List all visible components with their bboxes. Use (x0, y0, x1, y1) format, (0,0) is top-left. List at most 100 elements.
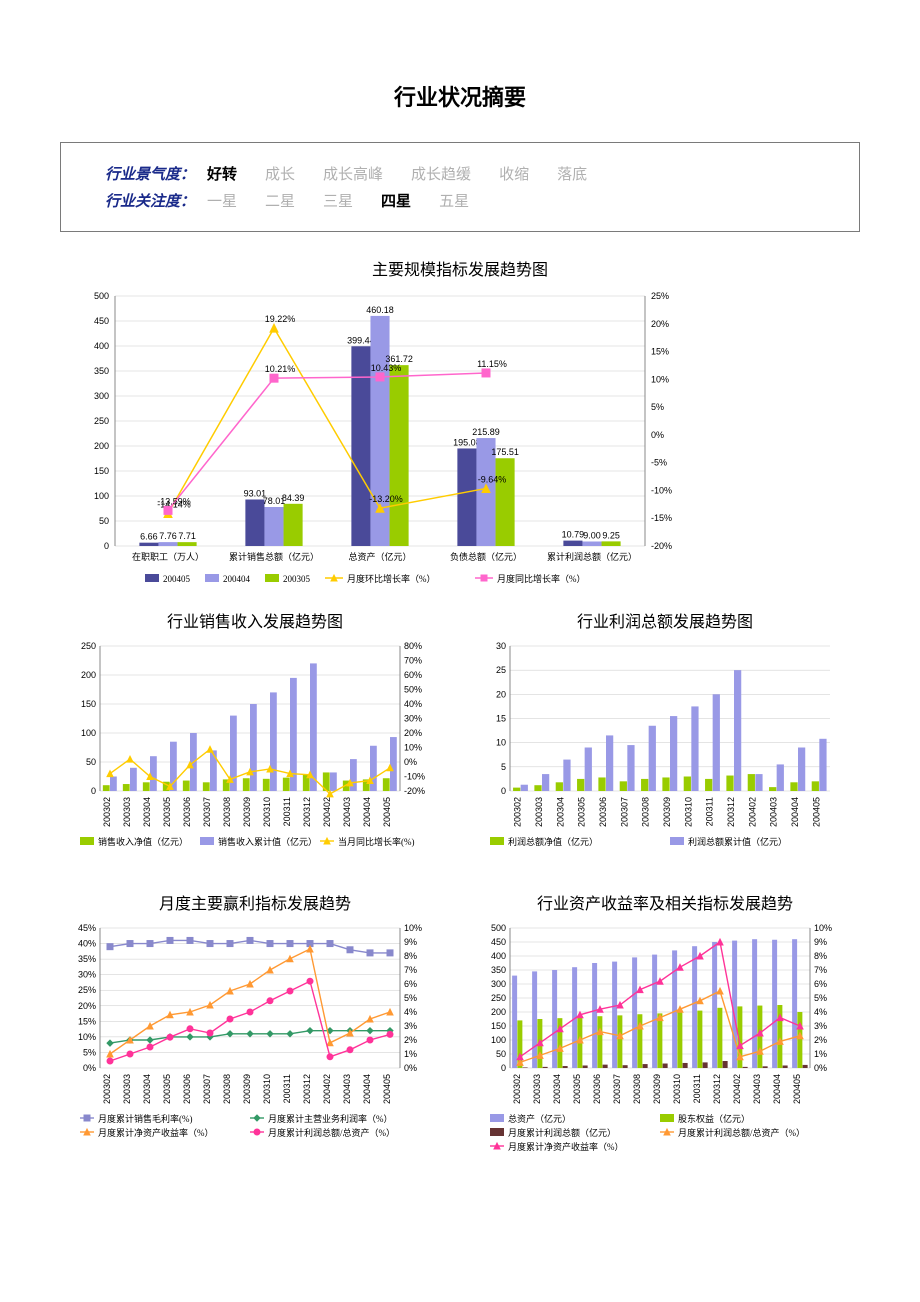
svg-text:200307: 200307 (202, 1074, 212, 1104)
svg-text:7%: 7% (404, 965, 417, 975)
svg-text:0%: 0% (404, 1063, 417, 1073)
svg-text:-20%: -20% (404, 786, 425, 796)
svg-text:总资产（亿元）: 总资产（亿元） (348, 551, 411, 562)
svg-text:200308: 200308 (641, 797, 651, 827)
svg-text:总资产（亿元）: 总资产（亿元） (508, 1113, 571, 1124)
svg-text:200305: 200305 (162, 1074, 172, 1104)
svg-text:80%: 80% (404, 641, 422, 651)
svg-text:-9.64%: -9.64% (478, 474, 507, 484)
svg-text:-10%: -10% (404, 772, 425, 782)
svg-text:月度累计利润总额/总资产（%）: 月度累计利润总额/总资产（%） (678, 1127, 805, 1138)
svg-text:200307: 200307 (619, 797, 629, 827)
svg-text:月度累计利润总额（亿元）: 月度累计利润总额（亿元） (508, 1127, 616, 1138)
svg-text:175.51: 175.51 (491, 447, 519, 457)
svg-text:200303: 200303 (532, 1074, 542, 1104)
svg-text:8%: 8% (814, 951, 827, 961)
svg-text:-13.59%: -13.59% (157, 496, 191, 506)
svg-text:250: 250 (94, 416, 109, 426)
svg-text:150: 150 (491, 1021, 506, 1031)
prosperity-row: 行业景气度： 好转成长成长高峰成长趋缓收缩落底 (85, 163, 835, 184)
svg-text:5%: 5% (651, 402, 664, 412)
svg-text:200310: 200310 (262, 1074, 272, 1104)
prosperity-label: 行业景气度： (85, 163, 195, 184)
svg-text:销售收入净值（亿元）: 销售收入净值（亿元） (98, 836, 188, 847)
svg-text:10%: 10% (651, 374, 669, 384)
svg-text:4%: 4% (404, 1007, 417, 1017)
chart1-title: 主要规模指标发展趋势图 (60, 256, 860, 280)
svg-text:200312: 200312 (726, 797, 736, 827)
svg-text:200310: 200310 (262, 797, 272, 827)
status-opt-二星: 二星 (265, 194, 295, 210)
svg-text:10.43%: 10.43% (371, 363, 402, 373)
svg-text:200310: 200310 (683, 797, 693, 827)
svg-text:3%: 3% (404, 1021, 417, 1031)
svg-text:200405: 200405 (163, 574, 191, 584)
svg-text:销售收入累计值（亿元）: 销售收入累计值（亿元） (218, 836, 317, 847)
chart3: 0510152025302003022003032003042003052003… (470, 638, 850, 878)
svg-text:200312: 200312 (302, 797, 312, 827)
svg-text:7.71: 7.71 (178, 531, 196, 541)
svg-text:200312: 200312 (712, 1074, 722, 1104)
svg-text:200403: 200403 (752, 1074, 762, 1104)
svg-text:月度累计主营业务利润率（%）: 月度累计主营业务利润率（%） (268, 1113, 393, 1124)
svg-text:50: 50 (99, 516, 109, 526)
svg-text:200305: 200305 (162, 797, 172, 827)
svg-text:200302: 200302 (513, 797, 523, 827)
svg-text:30%: 30% (404, 714, 422, 724)
svg-text:-15%: -15% (651, 513, 672, 523)
status-opt-四星: 四星 (381, 194, 411, 210)
svg-text:460.18: 460.18 (366, 305, 394, 315)
status-opt-一星: 一星 (207, 194, 237, 210)
svg-text:20: 20 (496, 689, 506, 699)
svg-text:100: 100 (94, 491, 109, 501)
svg-text:200405: 200405 (792, 1074, 802, 1104)
svg-text:5%: 5% (83, 1047, 96, 1057)
chart1: 050100150200250300350400450500-20%-15%-1… (60, 286, 700, 596)
svg-text:4%: 4% (814, 1007, 827, 1017)
svg-text:250: 250 (81, 641, 96, 651)
svg-text:350: 350 (491, 965, 506, 975)
svg-text:1%: 1% (814, 1049, 827, 1059)
svg-text:40%: 40% (78, 939, 96, 949)
svg-text:200309: 200309 (662, 797, 672, 827)
svg-text:84.39: 84.39 (282, 493, 305, 503)
svg-text:10%: 10% (814, 923, 832, 933)
svg-text:3%: 3% (814, 1021, 827, 1031)
svg-text:200404: 200404 (790, 797, 800, 827)
svg-text:200312: 200312 (302, 1074, 312, 1104)
svg-text:200305: 200305 (283, 574, 311, 584)
svg-text:200304: 200304 (142, 1074, 152, 1104)
svg-text:累计销售总额（亿元）: 累计销售总额（亿元） (229, 551, 319, 562)
svg-text:100: 100 (491, 1035, 506, 1045)
svg-text:50: 50 (86, 757, 96, 767)
svg-text:20%: 20% (651, 319, 669, 329)
svg-text:200405: 200405 (382, 797, 392, 827)
svg-text:0%: 0% (651, 430, 664, 440)
svg-text:月度累计净资产收益率（%）: 月度累计净资产收益率（%） (98, 1127, 214, 1138)
svg-text:月度累计销售毛利率(%): 月度累计销售毛利率(%) (98, 1113, 193, 1124)
svg-text:200303: 200303 (534, 797, 544, 827)
svg-text:11.15%: 11.15% (477, 359, 507, 369)
svg-text:150: 150 (94, 466, 109, 476)
svg-text:100: 100 (81, 728, 96, 738)
status-opt-五星: 五星 (439, 194, 469, 210)
svg-text:当月同比增长率(%): 当月同比增长率(%) (338, 836, 415, 847)
chart3-title: 行业利润总额发展趋势图 (470, 608, 860, 632)
chart2-title: 行业销售收入发展趋势图 (60, 608, 450, 632)
svg-text:350: 350 (94, 366, 109, 376)
svg-text:9.00: 9.00 (583, 531, 601, 541)
svg-text:250: 250 (491, 993, 506, 1003)
svg-text:200402: 200402 (732, 1074, 742, 1104)
svg-text:200305: 200305 (577, 797, 587, 827)
svg-text:2%: 2% (814, 1035, 827, 1045)
svg-text:45%: 45% (78, 923, 96, 933)
svg-text:200303: 200303 (122, 1074, 132, 1104)
svg-text:200404: 200404 (362, 797, 372, 827)
svg-text:40%: 40% (404, 699, 422, 709)
svg-text:2%: 2% (404, 1035, 417, 1045)
status-opt-好转: 好转 (207, 167, 237, 183)
status-opt-成长趋缓: 成长趋缓 (411, 167, 471, 183)
svg-text:200304: 200304 (142, 797, 152, 827)
svg-text:200304: 200304 (555, 797, 565, 827)
status-opt-成长: 成长 (265, 167, 295, 183)
